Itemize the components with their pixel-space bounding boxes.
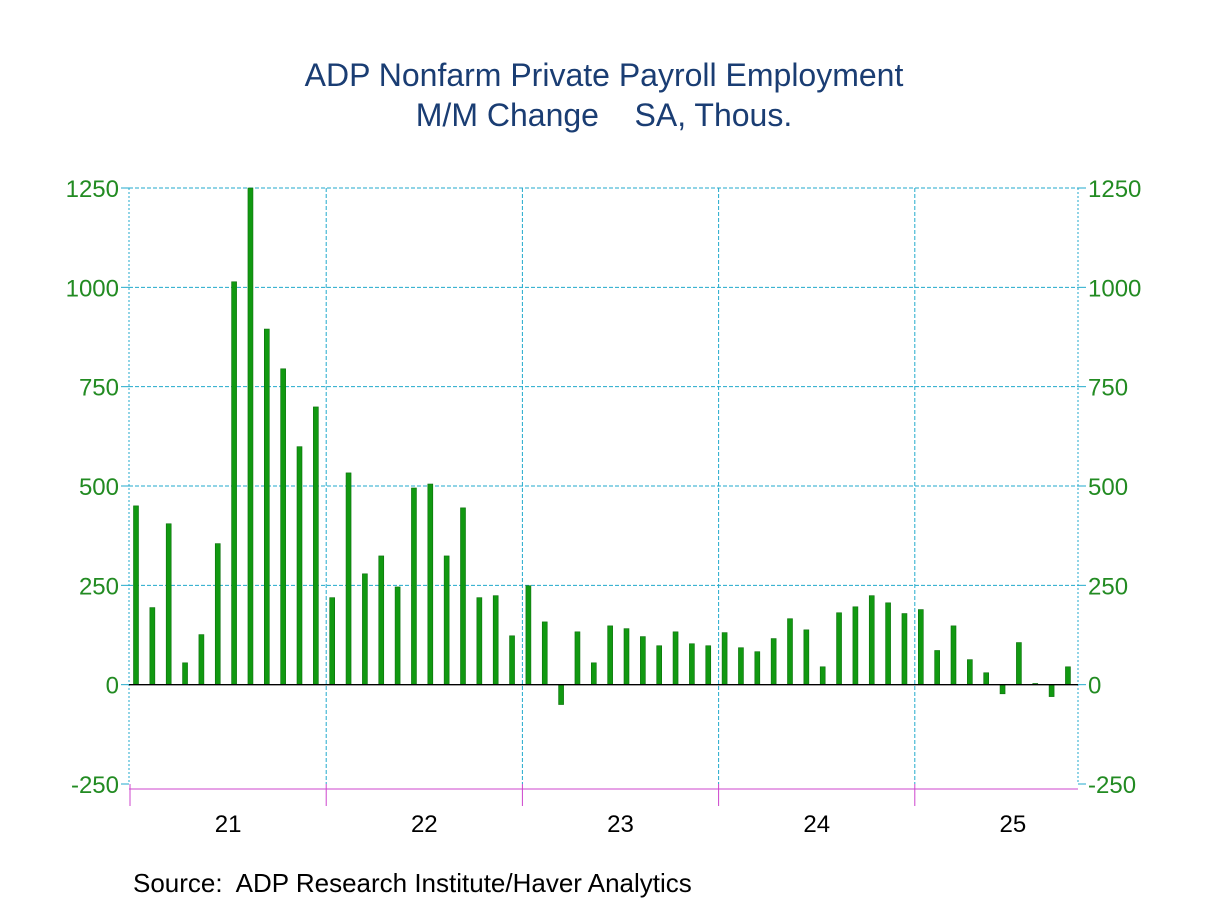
bar: [476, 597, 483, 685]
x-tick-label: 23: [607, 811, 634, 838]
bar: [541, 621, 548, 685]
y-tick-label-left: 500: [79, 474, 119, 501]
bar: [165, 523, 172, 685]
bar: [656, 645, 663, 685]
bar: [787, 618, 793, 685]
chart-subtitle: M/M Change SA, Thous.: [415, 97, 793, 133]
bar: [492, 595, 499, 685]
y-tick-label-left: 750: [79, 375, 119, 402]
bar: [999, 684, 1006, 695]
bar: [803, 629, 810, 685]
bar: [558, 684, 564, 705]
x-tick-label: 24: [803, 811, 830, 838]
y-tick-label-left: 1250: [66, 176, 119, 203]
bar: [721, 632, 728, 685]
bar: [460, 507, 466, 685]
bar: [525, 585, 532, 685]
bar: [182, 662, 188, 685]
bar: [819, 666, 826, 685]
bar: [623, 628, 630, 685]
source-note: Source: ADP Research Institute/Haver Ana…: [133, 868, 692, 898]
bar: [852, 606, 859, 685]
bar: [917, 609, 924, 685]
y-tick-label-right: 750: [1088, 375, 1128, 402]
bar: [231, 281, 237, 685]
bar: [149, 607, 156, 685]
bar: [901, 613, 908, 685]
y-tick-label-left: 1000: [66, 275, 119, 302]
bar: [443, 555, 450, 685]
bar: [950, 625, 957, 685]
bar: [313, 406, 319, 685]
bar: [934, 650, 940, 685]
bar: [983, 672, 990, 685]
bar: [770, 638, 777, 685]
bar: [754, 651, 761, 685]
y-tick-label-right: 500: [1088, 474, 1128, 501]
y-tick-label-left: 0: [106, 673, 119, 700]
bar: [868, 595, 875, 685]
chart-title: ADP Nonfarm Private Payroll Employment: [304, 57, 904, 93]
bar: [329, 597, 336, 685]
bar: [378, 555, 385, 685]
bar: [394, 586, 401, 685]
bar: [672, 631, 679, 685]
bar: [705, 645, 712, 685]
bar: [280, 368, 286, 685]
y-tick-label-left: 250: [79, 573, 119, 600]
bar: [296, 446, 303, 685]
bar: [689, 643, 695, 685]
y-tick-label-left: -250: [71, 772, 119, 799]
bar: [1048, 684, 1055, 697]
x-tick-label: 21: [215, 811, 242, 838]
y-tick-label-right: 0: [1088, 673, 1101, 700]
bar: [247, 187, 254, 685]
bar: [1065, 666, 1071, 685]
bar: [738, 647, 744, 685]
y-tick-label-right: 1250: [1088, 176, 1141, 203]
x-tick-label: 25: [1000, 811, 1027, 838]
x-tick-label: 22: [411, 811, 438, 838]
bar: [574, 631, 581, 685]
y-tick-label-right: -250: [1088, 772, 1136, 799]
bar: [345, 472, 352, 685]
bar: [263, 328, 270, 685]
bar: [607, 625, 613, 685]
bar: [885, 602, 891, 685]
bar: [427, 483, 434, 685]
bar: [1016, 642, 1022, 685]
bar: [640, 636, 646, 685]
bar: [133, 505, 139, 685]
bar: [411, 487, 417, 685]
bar: [836, 612, 842, 685]
y-tick-label-right: 250: [1088, 573, 1128, 600]
bar: [362, 573, 368, 685]
bar: [198, 634, 205, 685]
bar: [509, 635, 515, 685]
bar: [590, 662, 597, 685]
y-tick-label-right: 1000: [1088, 275, 1141, 302]
bar: [967, 659, 973, 685]
bar: [214, 543, 221, 685]
